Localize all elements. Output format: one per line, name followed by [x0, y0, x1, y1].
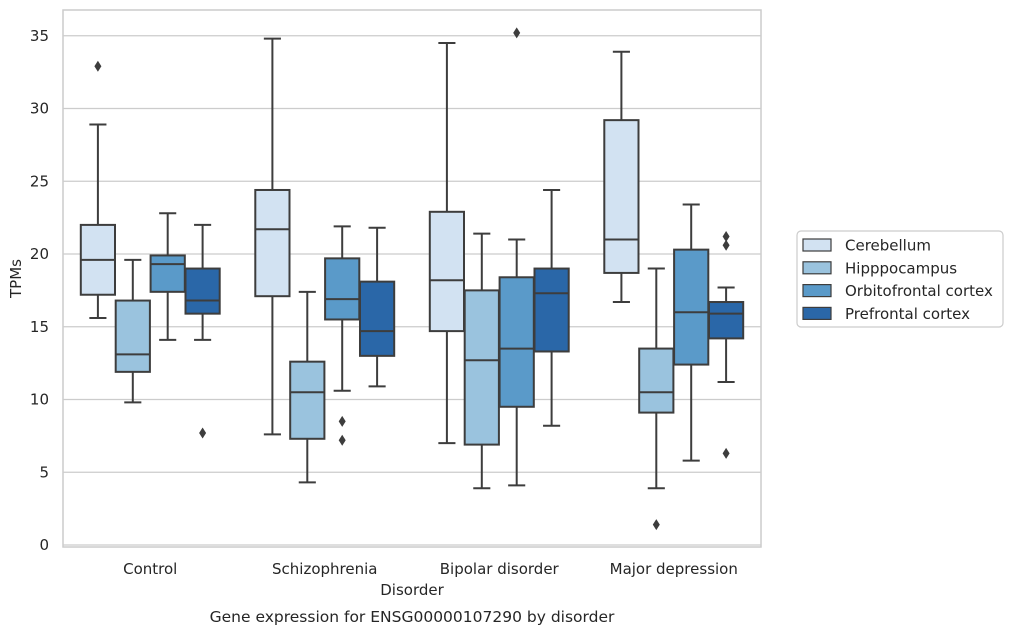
legend-swatch	[802, 306, 832, 320]
chart-caption: Gene expression for ENSG00000107290 by d…	[210, 608, 615, 626]
x-tick-label: Bipolar disorder	[440, 560, 560, 578]
box	[498, 27, 535, 487]
legend-frame	[796, 230, 1004, 328]
outlier-point	[722, 239, 730, 251]
plot-frame	[62, 9, 762, 548]
series-orbitofrontal-cortex	[149, 27, 710, 487]
box	[463, 232, 500, 490]
box	[603, 50, 640, 304]
y-tick-label: 5	[39, 463, 49, 481]
box	[114, 258, 151, 404]
box	[707, 231, 745, 459]
box	[254, 37, 291, 436]
legend-label: Hipppocampus	[845, 259, 957, 277]
box-iqr	[289, 360, 326, 440]
legend-swatch	[802, 284, 832, 298]
series-prefrontal-cortex	[184, 188, 745, 459]
y-tick-label: 10	[30, 391, 49, 409]
box	[149, 212, 186, 341]
x-axis-label: Disorder	[380, 581, 444, 599]
box	[79, 60, 117, 320]
box-iqr	[673, 248, 710, 366]
box-iqr	[184, 267, 221, 315]
box-iqr	[254, 188, 291, 298]
outlier-point	[722, 231, 730, 243]
y-tick-label: 35	[30, 27, 49, 45]
legend-label: Orbitofrontal cortex	[845, 282, 993, 300]
legend-label: Prefrontal cortex	[845, 305, 970, 323]
box-iqr	[463, 289, 500, 446]
y-axis-ticks: 0 5 10 15 20 25 30 35	[30, 27, 49, 554]
box	[358, 226, 396, 388]
box-series	[79, 27, 745, 531]
box	[324, 225, 361, 446]
box	[428, 42, 466, 445]
legend-item: Hipppocampus	[802, 259, 957, 277]
outlier-point	[199, 427, 207, 439]
box	[533, 188, 570, 427]
x-tick-label: Control	[123, 560, 177, 578]
box-iqr	[114, 299, 151, 373]
y-tick-label: 15	[30, 318, 49, 336]
legend-swatch	[802, 261, 832, 275]
box-iqr	[324, 257, 361, 321]
y-tick-label: 30	[30, 100, 49, 118]
box-iqr	[707, 301, 745, 340]
box	[673, 203, 710, 462]
box	[184, 223, 221, 439]
outlier-point	[338, 434, 346, 446]
box	[289, 290, 326, 484]
grid-lines	[63, 35, 761, 546]
legend-item: Prefrontal cortex	[802, 305, 970, 323]
x-tick-label: Schizophrenia	[272, 560, 377, 578]
outlier-point	[722, 447, 730, 459]
box-iqr	[498, 276, 535, 408]
box-iqr	[603, 119, 640, 274]
legend-swatch	[802, 238, 832, 252]
x-tick-label: Major depression	[610, 560, 738, 578]
outlier-point	[513, 27, 521, 39]
x-axis-ticks: Control Schizophrenia Bipolar disorder Majo…	[123, 560, 738, 578]
y-tick-label: 0	[39, 536, 49, 554]
legend-label: Cerebellum	[845, 237, 931, 255]
box-iqr	[533, 267, 570, 353]
outlier-point	[94, 60, 102, 72]
y-tick-label: 25	[30, 172, 49, 190]
outlier-point	[338, 415, 346, 427]
box-iqr	[428, 210, 466, 333]
outlier-point	[652, 519, 660, 531]
y-tick-label: 20	[30, 245, 49, 263]
box	[638, 267, 675, 531]
series-hipppocampus	[114, 232, 675, 531]
legend-item: Orbitofrontal cortex	[802, 282, 993, 300]
series-cerebellum	[79, 37, 640, 445]
box-iqr	[358, 280, 396, 357]
box-iqr	[149, 254, 186, 293]
legend: Cerebellum Hipppocampus Orbitofrontal cort…	[796, 230, 1004, 328]
legend-item: Cerebellum	[802, 237, 931, 255]
y-axis-label: TPMs	[7, 259, 25, 299]
box-iqr	[638, 347, 675, 414]
